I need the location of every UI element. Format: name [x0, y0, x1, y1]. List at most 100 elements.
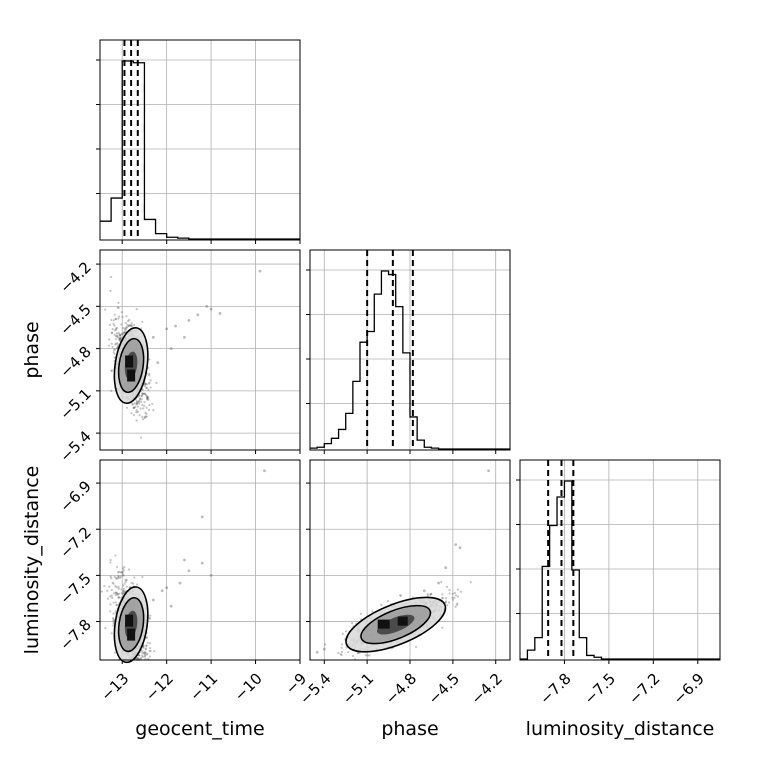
- scatter-geocent_time-vs-phase-point: [132, 406, 135, 410]
- scatter-geocent_time-vs-luminosity_distance-point: [114, 591, 118, 594]
- scatter-geocent_time-vs-phase-point: [143, 404, 146, 407]
- scatter-phase-vs-luminosity_distance-contour: [345, 596, 447, 653]
- scatter-geocent_time-vs-phase-contour: [113, 326, 149, 404]
- scatter-geocent_time-vs-phase-ytick-label: −5.4: [56, 427, 94, 465]
- scatter-geocent_time-vs-luminosity_distance-frame: [99, 459, 301, 661]
- scatter-geocent_time-vs-phase-point: [104, 308, 107, 311]
- hist-1-group: [306, 250, 510, 450]
- scatter-geocent_time-vs-luminosity_distance-point: [141, 654, 144, 657]
- scatter-phase-vs-luminosity_distance-point: [366, 654, 369, 657]
- scatter-geocent_time-vs-phase-point: [147, 395, 150, 399]
- scatter-geocent_time-vs-luminosity_distance-point: [118, 592, 121, 595]
- hist-2-frame: [519, 459, 721, 661]
- scatter-geocent_time-vs-luminosity_distance-xtick-label: −10: [231, 670, 266, 705]
- scatter-geocent_time-vs-phase-point: [145, 387, 148, 390]
- scatter-phase-vs-luminosity_distance-point: [386, 600, 390, 603]
- scatter-geocent_time-vs-phase-point: [113, 333, 116, 336]
- scatter-geocent_time-vs-phase-point: [149, 386, 152, 389]
- scatter-phase-vs-luminosity_distance-point: [451, 598, 455, 601]
- scatter-geocent_time-vs-luminosity_distance-point: [115, 576, 118, 580]
- scatter-geocent_time-vs-luminosity_distance-point: [116, 593, 119, 596]
- scatter-geocent_time-vs-phase-point: [137, 400, 141, 403]
- scatter-phase-vs-luminosity_distance-point: [380, 603, 383, 607]
- scatter-geocent_time-vs-luminosity_distance-point: [143, 652, 146, 655]
- scatter-geocent_time-vs-luminosity_distance-point: [119, 576, 122, 579]
- scatter-geocent_time-vs-phase-point: [145, 386, 148, 389]
- scatter-geocent_time-vs-luminosity_distance-point: [130, 581, 133, 585]
- scatter-geocent_time-vs-phase-point: [131, 402, 134, 405]
- scatter-geocent_time-vs-phase-point: [136, 401, 139, 404]
- scatter-geocent_time-vs-luminosity_distance-point: [153, 650, 156, 653]
- scatter-geocent_time-vs-phase-tail-point: [196, 313, 200, 317]
- scatter-geocent_time-vs-luminosity_distance-point: [141, 651, 144, 654]
- scatter-geocent_time-vs-phase-point: [129, 324, 132, 327]
- scatter-geocent_time-vs-luminosity_distance-point: [115, 604, 119, 607]
- scatter-geocent_time-vs-luminosity_distance-point: [124, 578, 127, 582]
- scatter-geocent_time-vs-luminosity_distance-point: [122, 587, 125, 591]
- scatter-geocent_time-vs-luminosity_distance-point: [115, 565, 119, 569]
- scatter-phase-vs-luminosity_distance-point: [451, 596, 454, 599]
- scatter-phase-vs-luminosity_distance-point: [429, 593, 432, 596]
- scatter-geocent_time-vs-luminosity_distance-point: [120, 571, 123, 574]
- scatter-geocent_time-vs-phase-point: [140, 395, 143, 398]
- scatter-phase-vs-luminosity_distance-tail-point: [422, 589, 426, 593]
- scatter-geocent_time-vs-phase-point: [120, 311, 124, 314]
- scatter-phase-vs-luminosity_distance-point: [351, 654, 355, 658]
- scatter-geocent_time-vs-phase-point: [130, 324, 133, 327]
- scatter-geocent_time-vs-luminosity_distance-point: [112, 621, 115, 625]
- scatter-phase-vs-luminosity_distance-group: [310, 460, 510, 661]
- scatter-geocent_time-vs-phase-point: [141, 392, 144, 395]
- scatter-geocent_time-vs-phase-point: [147, 408, 151, 412]
- scatter-phase-vs-luminosity_distance-point: [368, 654, 371, 657]
- scatter-geocent_time-vs-phase-tail-point: [187, 319, 191, 322]
- scatter-geocent_time-vs-luminosity_distance-point: [114, 554, 117, 557]
- scatter-geocent_time-vs-phase-point: [115, 332, 118, 335]
- scatter-geocent_time-vs-phase-point: [117, 317, 120, 320]
- hist-0-frame: [99, 39, 301, 241]
- scatter-geocent_time-vs-phase-point: [120, 336, 123, 340]
- scatter-phase-vs-luminosity_distance-point: [340, 646, 343, 649]
- scatter-geocent_time-vs-luminosity_distance-point: [136, 657, 140, 660]
- scatter-phase-vs-luminosity_distance-tail-point: [437, 581, 440, 585]
- scatter-geocent_time-vs-phase-point: [115, 342, 118, 345]
- scatter-geocent_time-vs-phase-point: [138, 414, 141, 417]
- scatter-geocent_time-vs-phase-point: [152, 409, 155, 412]
- scatter-phase-vs-luminosity_distance-tail-point: [487, 469, 490, 473]
- scatter-geocent_time-vs-phase-point: [148, 358, 151, 361]
- scatter-geocent_time-vs-luminosity_distance-tail-point: [165, 586, 169, 590]
- hist-2-xtick-label: −7.2: [625, 670, 663, 708]
- scatter-geocent_time-vs-luminosity_distance-point: [115, 577, 118, 581]
- scatter-phase-vs-luminosity_distance-density-peak: [397, 616, 408, 626]
- scatter-geocent_time-vs-phase-point: [132, 413, 136, 417]
- scatter-geocent_time-vs-luminosity_distance-point: [142, 646, 145, 650]
- scatter-geocent_time-vs-luminosity_distance-point: [148, 617, 152, 620]
- scatter-geocent_time-vs-luminosity_distance-point: [114, 591, 117, 594]
- scatter-geocent_time-vs-phase-point: [145, 383, 148, 386]
- scatter-phase-vs-luminosity_distance-point: [414, 645, 418, 649]
- hist-2-xtick-label: −7.5: [581, 670, 619, 708]
- scatter-geocent_time-vs-luminosity_distance-point: [115, 604, 118, 607]
- scatter-geocent_time-vs-phase-point: [117, 301, 120, 304]
- scatter-geocent_time-vs-phase-point: [122, 331, 125, 334]
- scatter-phase-vs-luminosity_distance-xtick-label: −5.1: [339, 670, 377, 708]
- scatter-geocent_time-vs-phase-point: [140, 400, 143, 403]
- scatter-geocent_time-vs-phase-point: [135, 402, 139, 405]
- scatter-geocent_time-vs-phase-point: [147, 388, 150, 391]
- scatter-geocent_time-vs-phase-point: [126, 319, 130, 323]
- scatter-geocent_time-vs-phase-point: [117, 331, 120, 335]
- hist-1-steps: [310, 270, 510, 450]
- scatter-geocent_time-vs-phase-point: [135, 402, 138, 405]
- scatter-geocent_time-vs-luminosity_distance-point: [141, 575, 144, 579]
- scatter-geocent_time-vs-luminosity_distance-point: [143, 654, 146, 657]
- scatter-geocent_time-vs-phase-point: [148, 381, 151, 384]
- scatter-geocent_time-vs-luminosity_distance-point: [116, 593, 119, 596]
- scatter-geocent_time-vs-phase-ytick-label: −4.2: [56, 258, 94, 296]
- scatter-geocent_time-vs-luminosity_distance-point: [106, 589, 109, 593]
- scatter-phase-vs-luminosity_distance-tail-point: [444, 566, 448, 570]
- scatter-geocent_time-vs-luminosity_distance-point: [114, 584, 117, 588]
- scatter-geocent_time-vs-luminosity_distance-point: [137, 657, 140, 660]
- scatter-phase-vs-luminosity_distance-tail-point: [454, 543, 458, 547]
- scatter-geocent_time-vs-phase-point: [132, 406, 136, 409]
- scatter-phase-vs-luminosity_distance-point: [454, 594, 458, 597]
- scatter-geocent_time-vs-phase-point: [117, 315, 121, 318]
